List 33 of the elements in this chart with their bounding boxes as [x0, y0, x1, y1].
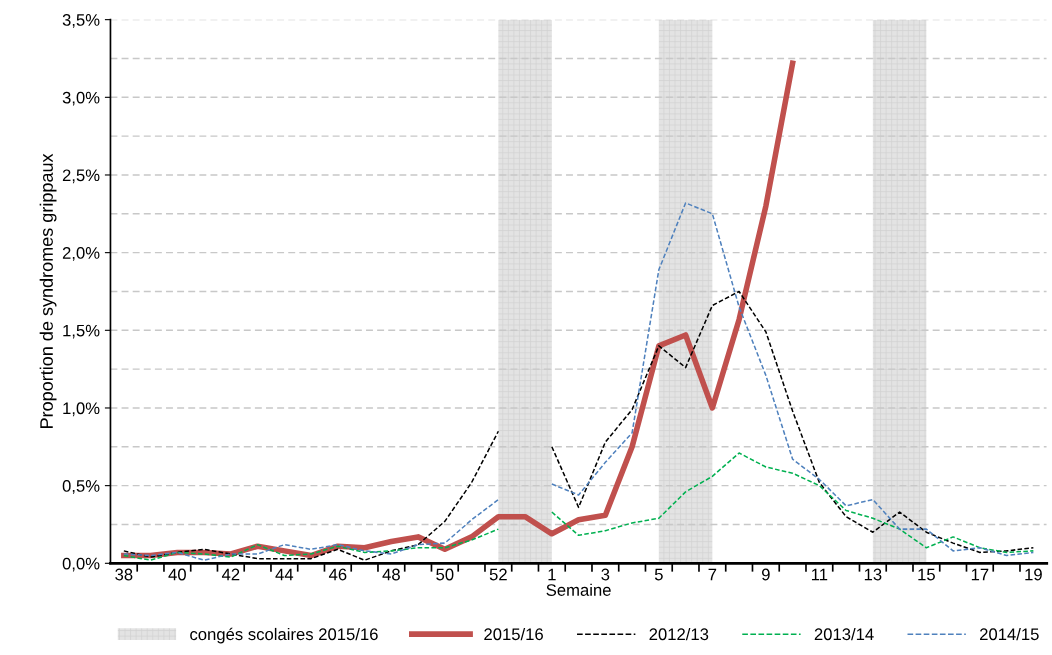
x-tick-label: 50: [436, 568, 454, 581]
y-axis-title: Proportion de syndromes grippaux: [39, 153, 57, 428]
legend-label: congés scolaires 2015/16: [190, 627, 378, 644]
x-tick-label: 9: [762, 568, 770, 581]
x-tick-label: 19: [1025, 568, 1042, 581]
legend-label: 2015/16: [484, 627, 543, 641]
y-tick-label: 3,0%: [62, 91, 100, 106]
legend-label: 2013/14: [814, 627, 874, 641]
x-tick-label: 52: [489, 568, 507, 581]
y-tick-label: 0,5%: [62, 480, 100, 494]
x-tick-label: 7: [708, 568, 717, 581]
x-tick-label: 13: [864, 568, 882, 581]
x-tick-label: 48: [382, 568, 400, 581]
x-tick-label: 42: [221, 568, 240, 581]
x-tick-label: 38: [115, 568, 133, 581]
y-tick-label: 1,5%: [63, 324, 100, 339]
x-tick-label: 1: [548, 568, 556, 581]
y-tick-label: 2,0%: [62, 247, 100, 261]
x-tick-label: 3: [601, 568, 610, 581]
x-tick-label: 40: [168, 568, 186, 581]
legend-label: 2012/13: [649, 627, 709, 641]
legend-label: 2014/15: [980, 627, 1039, 641]
y-tick-label: 2,5%: [62, 169, 100, 184]
x-axis-title: Semaine: [546, 583, 611, 596]
x-tick-label: 5: [654, 568, 663, 581]
x-tick-label: 17: [971, 568, 989, 581]
x-tick-label: 44: [275, 568, 294, 581]
x-tick-label: 46: [328, 568, 347, 581]
y-tick-label: 3,5%: [62, 14, 100, 28]
x-tick-label: 11: [811, 568, 828, 581]
x-tick-label: 15: [918, 568, 935, 581]
y-tick-label: 1,0%: [63, 402, 100, 417]
y-tick-label: 0,0%: [62, 557, 100, 572]
